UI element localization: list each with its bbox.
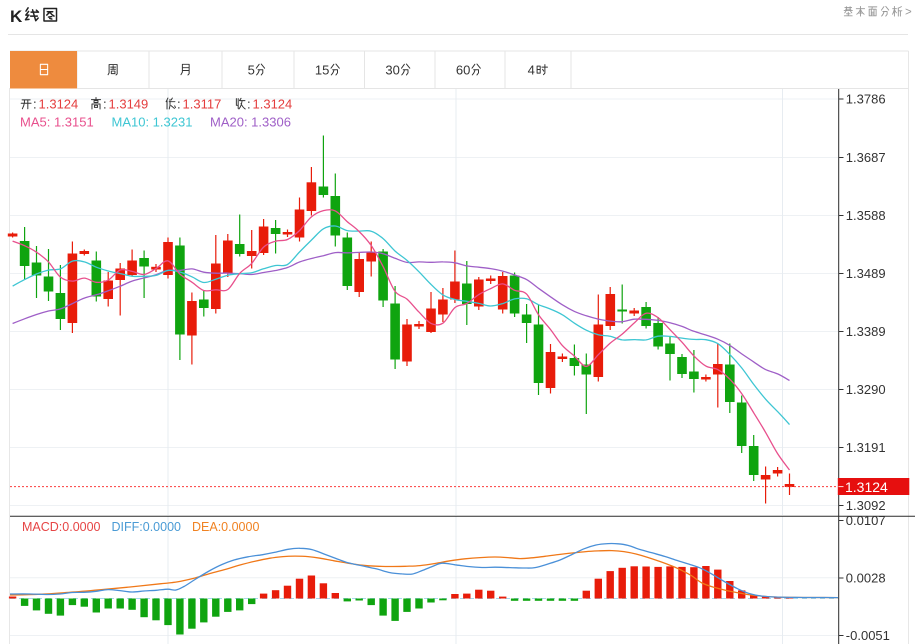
svg-text:15: 15 [315, 63, 329, 78]
svg-text:0.0028: 0.0028 [846, 571, 886, 586]
svg-text:30: 30 [385, 63, 399, 78]
svg-text:1.3489: 1.3489 [846, 266, 886, 281]
svg-text:DIFF:0.0000: DIFF:0.0000 [112, 520, 182, 534]
svg-text:MA5: 1.3151: MA5: 1.3151 [20, 115, 94, 130]
svg-text:60: 60 [456, 63, 470, 78]
svg-text:-0.0051: -0.0051 [846, 628, 890, 643]
svg-text:K: K [10, 7, 23, 26]
svg-text:5: 5 [248, 63, 255, 78]
svg-text:0.0107: 0.0107 [846, 513, 886, 528]
svg-text:1.3191: 1.3191 [846, 440, 886, 455]
svg-text:1.3124: 1.3124 [253, 97, 293, 112]
svg-text::: : [177, 97, 181, 112]
svg-text::: : [103, 97, 107, 112]
svg-text:1.3092: 1.3092 [846, 498, 886, 513]
svg-text:1.3786: 1.3786 [846, 92, 886, 107]
svg-text:MACD:0.0000: MACD:0.0000 [22, 520, 101, 534]
svg-text:>: > [905, 7, 912, 19]
svg-text:1.3124: 1.3124 [845, 479, 888, 495]
svg-text::: : [33, 97, 37, 112]
svg-text:1.3389: 1.3389 [846, 324, 886, 339]
svg-text:1.3687: 1.3687 [846, 150, 886, 165]
svg-text:MA10: 1.3231: MA10: 1.3231 [112, 115, 193, 130]
svg-text:MA20: 1.3306: MA20: 1.3306 [210, 115, 291, 130]
svg-text:1.3149: 1.3149 [109, 97, 149, 112]
svg-text:DEA:0.0000: DEA:0.0000 [192, 520, 259, 534]
svg-text:1.3588: 1.3588 [846, 208, 886, 223]
svg-text::: : [247, 97, 251, 112]
svg-text:1.3117: 1.3117 [183, 97, 222, 112]
svg-text:4: 4 [528, 63, 535, 78]
svg-text:1.3290: 1.3290 [846, 382, 886, 397]
svg-text:1.3124: 1.3124 [39, 97, 79, 112]
